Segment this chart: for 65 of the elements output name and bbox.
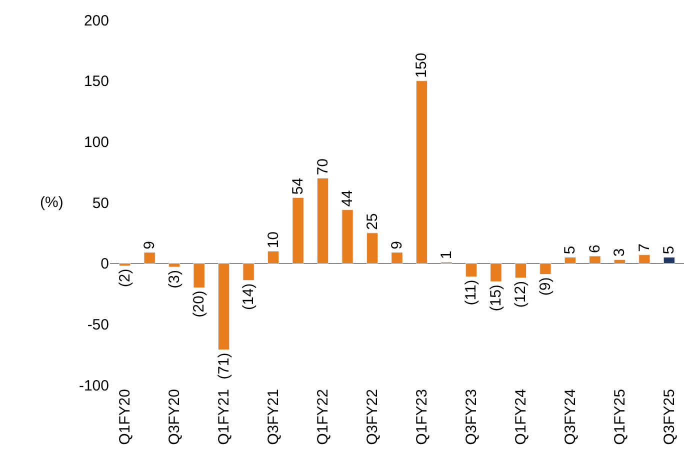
x-tick-label: Q3FY23 [463,389,480,445]
data-label: 10 [264,231,282,248]
y-tick-label: 100 [84,134,109,151]
data-label: 6 [586,244,604,254]
data-label: 44 [339,190,356,207]
bar [292,197,304,264]
bar [589,256,601,264]
y-tick-label: -100 [78,377,109,394]
bar [540,263,552,275]
x-tick-label: Q1FY23 [414,389,431,445]
data-label: (3) [166,270,183,288]
bar [144,252,156,264]
y-tick-label: 0 [100,256,109,273]
data-label: 5 [660,246,678,254]
x-tick-label: Q1FY22 [314,389,332,445]
data-label: 5 [562,246,579,254]
bar [564,257,576,264]
x-tick-label: Q1FY24 [512,389,530,445]
bar [342,210,354,264]
data-label: 25 [364,213,381,230]
data-label: 1 [438,250,455,260]
bar [267,250,280,264]
x-tick-label: Q3FY22 [364,389,382,445]
bar [490,263,502,282]
data-label: (71) [215,352,232,380]
y-tick-label: -50 [87,316,109,334]
x-tick-label: Q1FY25 [612,389,629,445]
bar [391,252,403,264]
data-label: 150 [413,52,430,78]
x-tick-label: Q1FY20 [116,389,134,445]
data-label: 70 [314,158,332,176]
y-axis-title: (%) [40,194,64,211]
data-label: (20) [190,290,208,318]
y-tick-label: 150 [84,73,109,90]
x-tick-label: Q3FY20 [166,389,184,445]
x-tick-label: Q1FY21 [216,389,233,445]
x-tick-label: Q3FY21 [265,389,282,445]
data-label: 7 [636,243,653,252]
bar [316,178,329,264]
data-label: 3 [611,248,628,257]
bar [614,259,626,264]
bar [416,80,428,264]
bar [242,263,254,281]
data-label: (11) [462,280,480,306]
bar [119,263,131,266]
x-tick-label: Q3FY24 [562,389,580,445]
data-label: (15) [487,284,504,312]
x-tick-label: Q3FY25 [661,389,678,445]
y-tick-label: 200 [84,12,109,30]
data-label: (2) [116,268,134,288]
bar [638,254,650,264]
data-label: (9) [536,277,554,296]
bar [193,263,205,288]
data-label: 54 [290,178,307,195]
bar [663,257,675,264]
data-label: 9 [388,241,406,250]
bar [366,232,378,264]
bar [168,263,180,268]
y-tick-label: 50 [92,194,109,212]
data-label: 9 [141,241,158,250]
data-label: (14) [240,283,258,310]
bar [465,263,478,277]
bar [218,263,230,350]
data-label: (12) [512,280,530,308]
bar [514,263,527,278]
